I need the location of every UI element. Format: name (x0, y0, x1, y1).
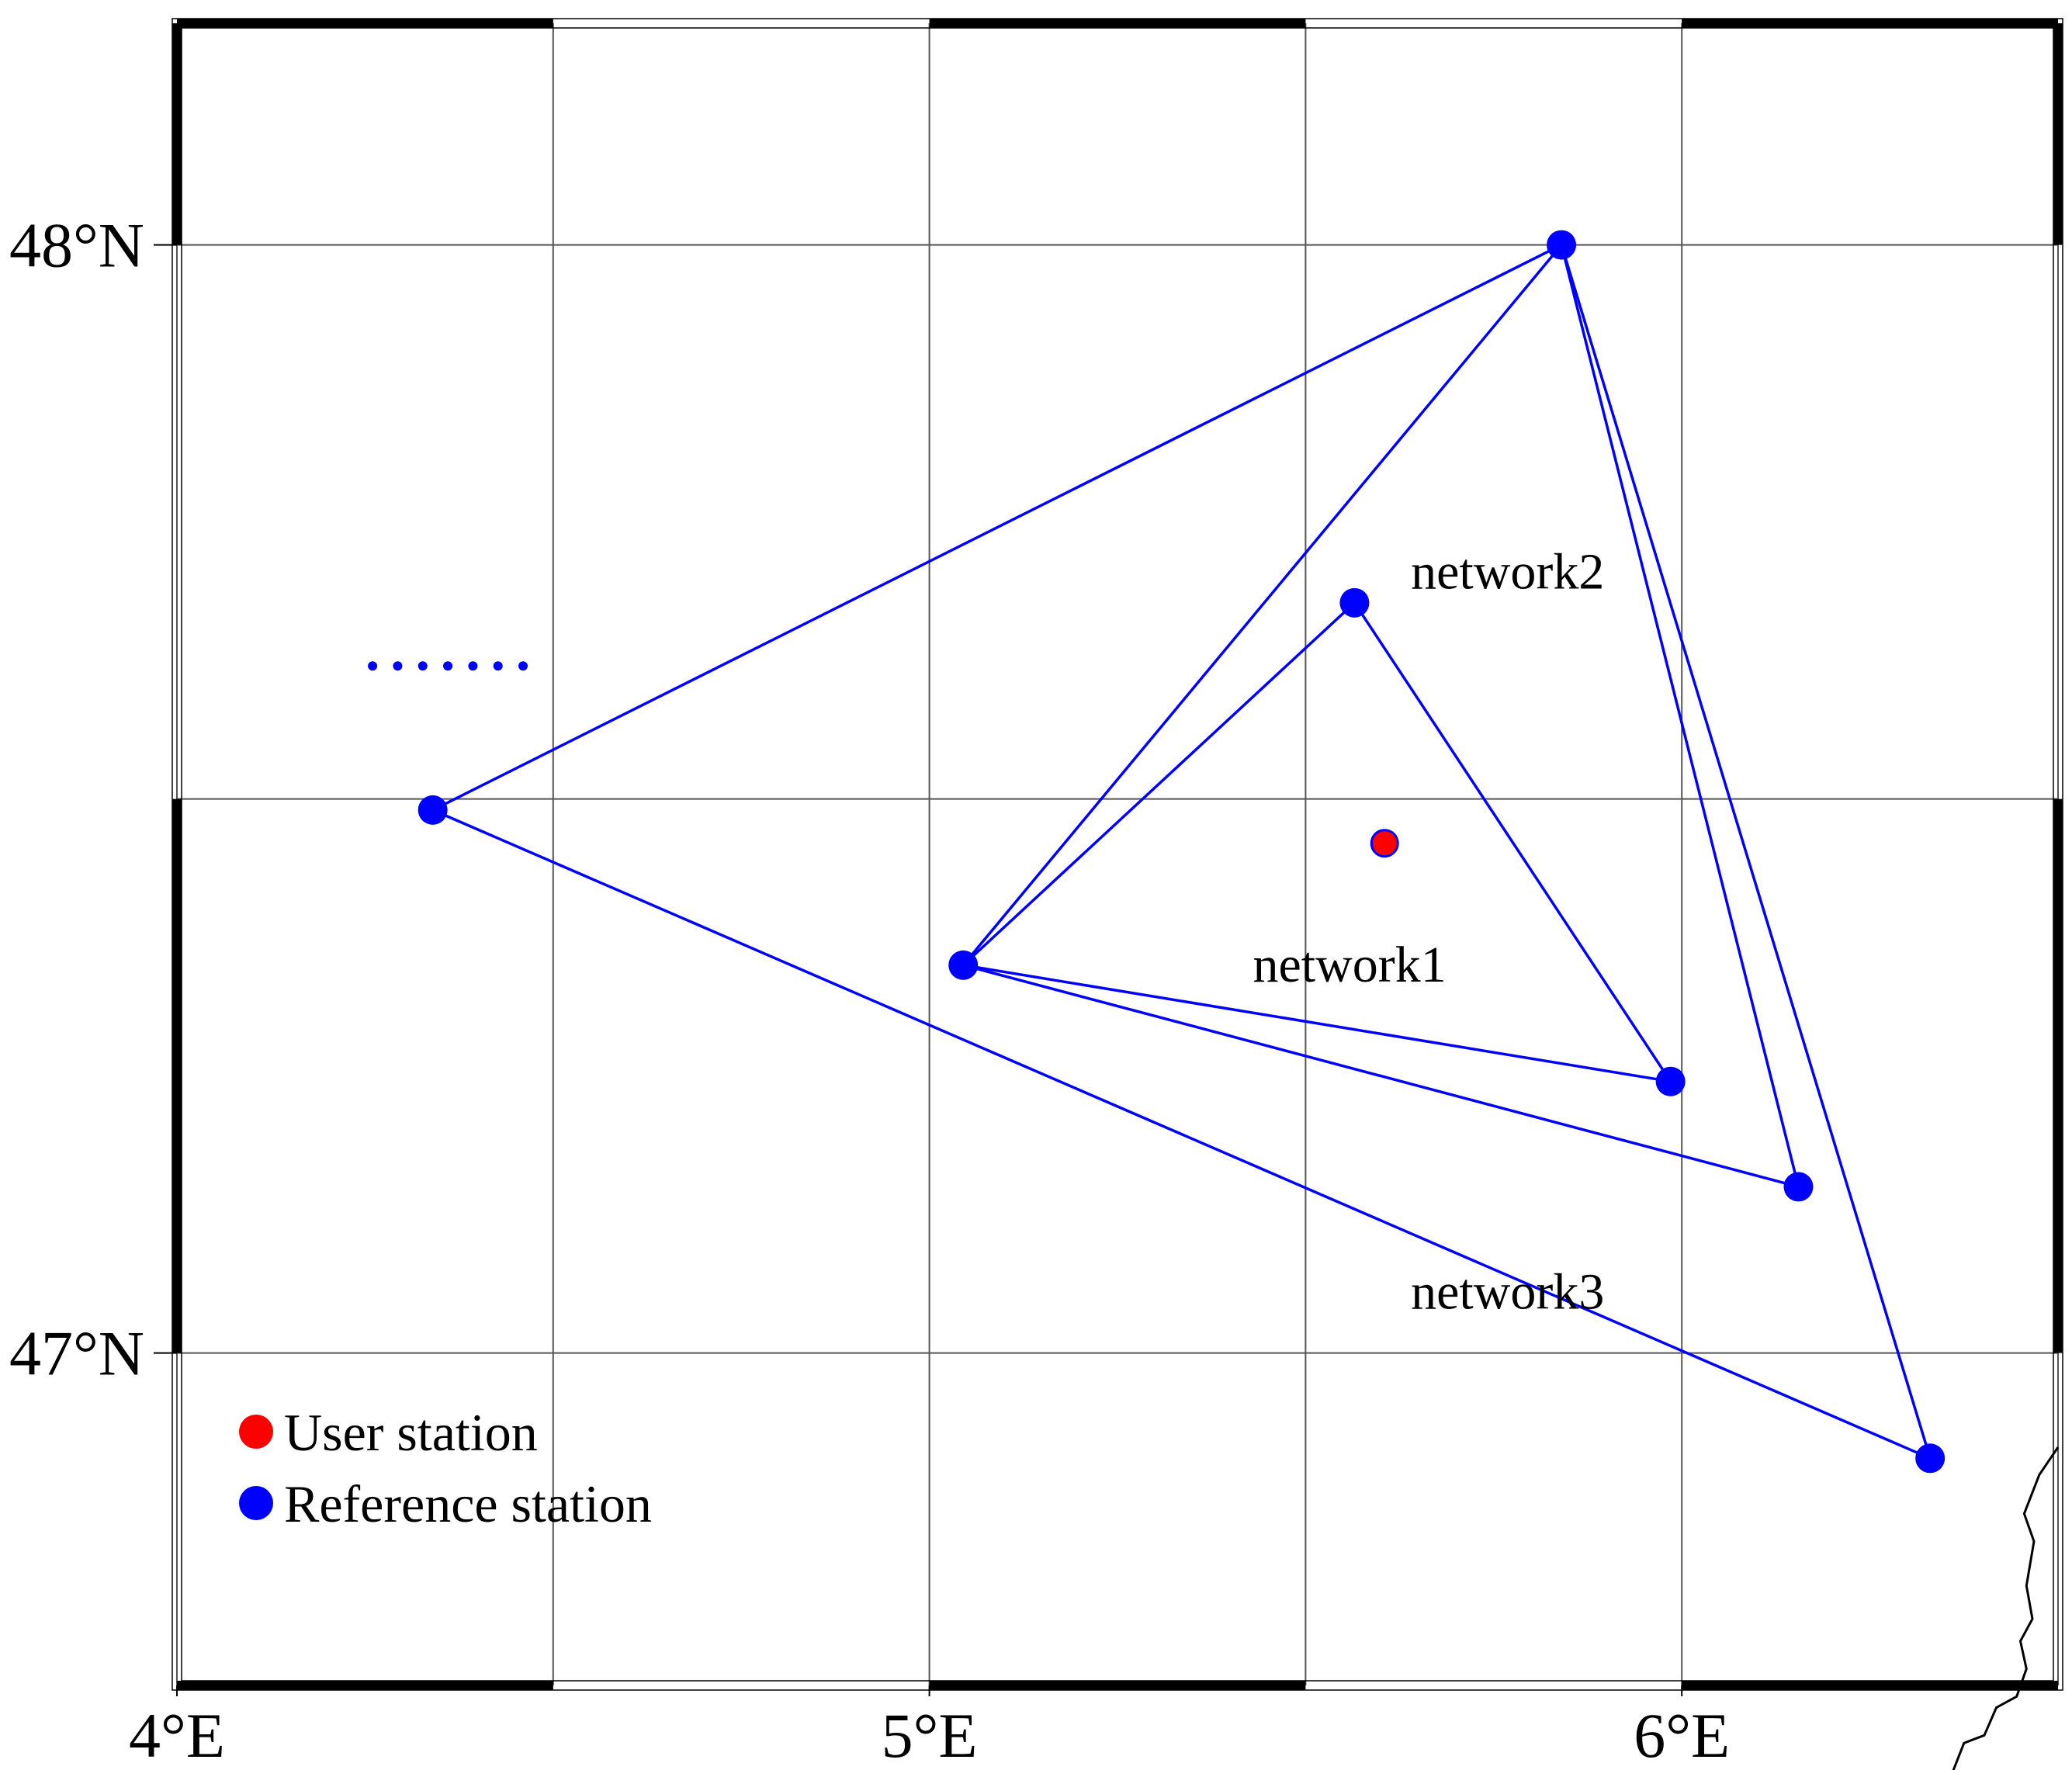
reference-station-marker (1547, 230, 1577, 260)
network-label: network1 (1253, 937, 1447, 993)
frame-bar-right (2053, 23, 2063, 245)
dotted-mark-dot (368, 661, 378, 671)
dotted-mark-dot (493, 661, 503, 671)
network-labels: network1 network2 network3 (1253, 543, 1605, 1320)
dotted-mark (368, 661, 528, 671)
reference-station-marker (1915, 1443, 1946, 1474)
user-station-marker (1370, 829, 1399, 858)
dotted-mark-dot (418, 661, 428, 671)
legend-marker (239, 1486, 273, 1520)
network-triangle-network2 (962, 243, 1800, 1189)
network-triangle-network1 (962, 601, 1672, 1083)
dotted-mark-dot (518, 661, 528, 671)
reference-station-marker (1783, 1172, 1814, 1202)
reference-station-marker (1655, 1066, 1686, 1096)
network-triangle-network3 (431, 243, 1932, 1460)
frame-bar-left (172, 23, 182, 245)
frame-bar-top (929, 19, 1306, 28)
frame-bar-top (177, 19, 553, 28)
frame-bar-top (1682, 19, 2058, 28)
coastline-path (1952, 1446, 2060, 1770)
x-tick-label: 5°E (882, 1700, 978, 1770)
frame-bar-right (2053, 798, 2063, 1353)
x-tick-label: 6°E (1634, 1700, 1730, 1770)
map-frame (172, 18, 2063, 1691)
legend-marker (239, 1415, 273, 1449)
network-lines (431, 243, 1932, 1460)
dotted-mark-dot (468, 661, 478, 671)
network-label: network3 (1411, 1263, 1604, 1320)
frame-bar-left (172, 798, 182, 1353)
stations (418, 230, 1946, 1474)
frame-bar-bottom (1682, 1681, 2058, 1690)
coastline (1952, 1446, 2060, 1770)
legend: User station Reference station (239, 1403, 652, 1533)
frame-bar-bottom (177, 1681, 553, 1690)
y-tick-label: 47°N (9, 1318, 144, 1389)
dotted-mark-dot (443, 661, 453, 671)
axis-tick-labels: 4°E 5°E 6°E 48°N 47°N (9, 210, 1730, 1770)
network-label: network2 (1411, 543, 1604, 600)
reference-station-marker (418, 795, 448, 825)
y-tick-label: 48°N (9, 210, 144, 281)
legend-label: Reference station (284, 1474, 652, 1533)
x-tick-label: 4°E (129, 1700, 225, 1770)
reference-station-marker (948, 950, 979, 980)
reference-station-marker (1339, 587, 1370, 618)
legend-label: User station (284, 1403, 538, 1462)
dotted-mark-dot (393, 661, 403, 671)
frame-bar-bottom (929, 1681, 1306, 1690)
